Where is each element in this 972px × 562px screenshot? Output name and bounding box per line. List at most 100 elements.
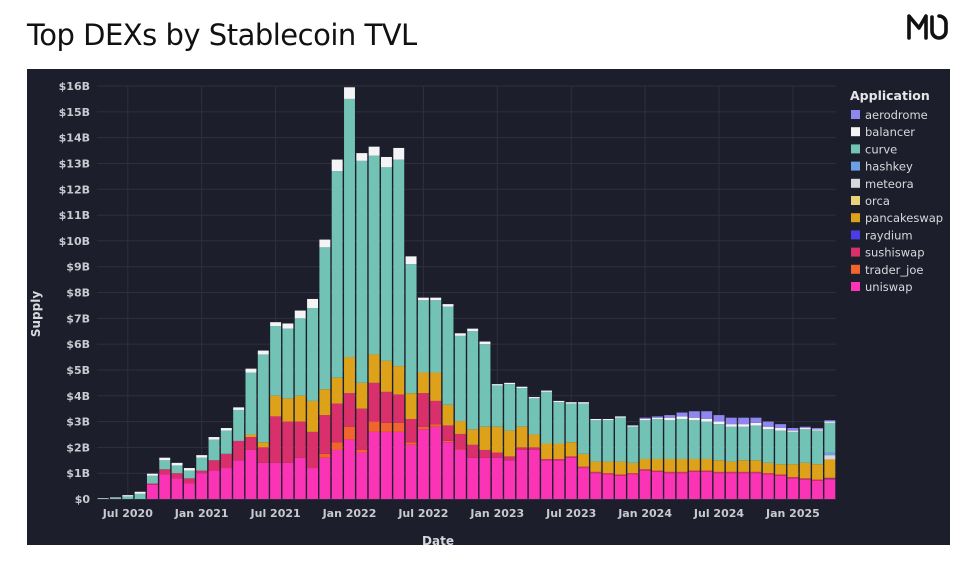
bar-segment-pancakeswap xyxy=(713,460,725,472)
bar-stack xyxy=(220,428,232,499)
bar-segment-sushiswap xyxy=(233,440,245,461)
bar-segment-uniswap xyxy=(504,460,516,499)
bar-segment-uniswap xyxy=(602,474,614,499)
bar-segment-balancer xyxy=(664,417,676,421)
bar-segment-balancer xyxy=(578,402,589,404)
bar-segment-uniswap xyxy=(713,473,725,499)
bar-segment-curve xyxy=(380,167,392,361)
bar-segment-sushiswap xyxy=(787,477,799,479)
bar-segment-curve xyxy=(220,430,232,454)
bar-segment-uniswap xyxy=(516,449,528,499)
bar-segment-balancer xyxy=(639,418,651,421)
bar-segment-trader_joe xyxy=(319,453,331,458)
bar-segment-pancakeswap xyxy=(467,429,479,445)
bar-segment-uniswap xyxy=(627,474,639,499)
legend-item-hashkey[interactable]: hashkey xyxy=(851,160,913,174)
bar-segment-curve xyxy=(701,421,713,459)
bar-segment-uniswap xyxy=(319,457,331,499)
bar-segment-uniswap xyxy=(146,484,158,499)
bar-stack xyxy=(467,328,479,499)
bar-segment-sushiswap xyxy=(491,452,503,458)
bar-segment-pancakeswap xyxy=(442,404,454,426)
legend-item-sushiswap[interactable]: sushiswap xyxy=(851,246,925,260)
bar-segment-uniswap xyxy=(664,473,676,499)
y-tick-label: $0 xyxy=(75,493,91,506)
legend-item-aerodrome[interactable]: aerodrome xyxy=(851,108,928,122)
bar-segment-balancer xyxy=(799,428,811,430)
bar-segment-balancer xyxy=(380,156,392,168)
bar-segment-curve xyxy=(270,326,282,396)
legend-item-balancer[interactable]: balancer xyxy=(851,125,915,139)
bar-segment-curve xyxy=(159,460,171,470)
legend-swatch xyxy=(851,110,860,119)
bar-segment-sushiswap xyxy=(590,471,602,474)
bar-segment-uniswap xyxy=(208,470,220,499)
bar-segment-sushiswap xyxy=(688,470,700,472)
bar-segment-balancer xyxy=(344,87,355,99)
legend-item-meteora[interactable]: meteora xyxy=(851,177,914,191)
y-axis-ticks: $0 $1B $2B $3B $4B $5B $6B $7B $8B $9B $10B $11B $12… xyxy=(59,80,91,506)
bar-segment-aerodrome xyxy=(725,417,737,425)
bar-segment-balancer xyxy=(233,407,245,410)
bar-segment-uniswap xyxy=(578,468,589,499)
bar-segment-sushiswap xyxy=(344,393,355,427)
bar-segment-uniswap xyxy=(701,471,713,499)
bar-segment-curve xyxy=(639,420,651,459)
bar-stack xyxy=(627,425,639,499)
x-tick-label: Jul 2022 xyxy=(397,507,448,520)
legend-item-raydium[interactable]: raydium xyxy=(851,228,913,242)
legend-item-pancakeswap[interactable]: pancakeswap xyxy=(851,211,943,225)
bar-segment-balancer xyxy=(541,390,553,392)
bar-segment-aerodrome xyxy=(688,411,700,418)
bar-segment-uniswap xyxy=(454,449,466,499)
bar-segment-curve xyxy=(344,98,355,358)
bar-segment-curve xyxy=(430,300,442,373)
bar-segment-sushiswap xyxy=(196,470,208,474)
bar-segment-balancer xyxy=(713,421,725,425)
legend-item-trader_joe[interactable]: trader_joe xyxy=(851,263,923,277)
bar-segment-sushiswap xyxy=(146,483,158,485)
bar-segment-balancer xyxy=(701,418,713,422)
bar-segment-sushiswap xyxy=(725,471,737,474)
bar-segment-pancakeswap xyxy=(282,398,294,422)
bar-segment-uniswap xyxy=(553,460,565,499)
bar-segment-sushiswap xyxy=(824,478,836,480)
bar-segment-uniswap xyxy=(565,457,577,499)
bar-segment-sushiswap xyxy=(356,408,368,450)
bar-segment-pancakeswap xyxy=(294,395,306,422)
bar-stack xyxy=(688,411,700,499)
legend-label: meteora xyxy=(865,177,914,191)
bar-segment-sushiswap xyxy=(380,391,392,423)
bar-segment-pancakeswap xyxy=(405,393,417,419)
bar-segment-uniswap xyxy=(344,439,355,499)
bar-segment-sushiswap xyxy=(405,418,417,443)
y-tick-label: $13B xyxy=(59,157,90,170)
bar-segment-sushiswap xyxy=(504,456,516,461)
bar-segment-curve xyxy=(750,425,762,461)
bar-segment-trader_joe xyxy=(356,449,368,453)
bar-segment-trader_joe xyxy=(393,422,405,432)
page-title: Top DEXs by Stablecoin TVL xyxy=(27,18,417,52)
bar-stack xyxy=(97,498,109,499)
bar-segment-sushiswap xyxy=(183,478,195,484)
legend-item-orca[interactable]: orca xyxy=(851,194,890,208)
bar-segment-sushiswap xyxy=(553,458,565,461)
bar-segment-sushiswap xyxy=(541,458,553,461)
bar-segment-curve xyxy=(134,493,146,499)
bar-segment-curve xyxy=(516,388,528,427)
bar-stack xyxy=(639,417,651,499)
bar-segment-sushiswap xyxy=(331,403,343,443)
legend-swatch xyxy=(851,230,860,240)
bar-segment-aerodrome xyxy=(664,415,676,418)
legend-item-curve[interactable]: curve xyxy=(851,142,897,156)
bar-segment-balancer xyxy=(688,417,700,421)
bar-stack xyxy=(294,310,306,499)
legend-item-uniswap[interactable]: uniswap xyxy=(851,280,913,294)
mo-logo-icon xyxy=(907,14,948,40)
bar-segment-curve xyxy=(799,429,811,463)
bar-segment-curve xyxy=(356,160,368,383)
bar-stack xyxy=(664,415,676,499)
y-tick-label: $4B xyxy=(66,390,90,403)
bar-stack xyxy=(134,491,146,499)
bar-stack xyxy=(183,468,195,499)
